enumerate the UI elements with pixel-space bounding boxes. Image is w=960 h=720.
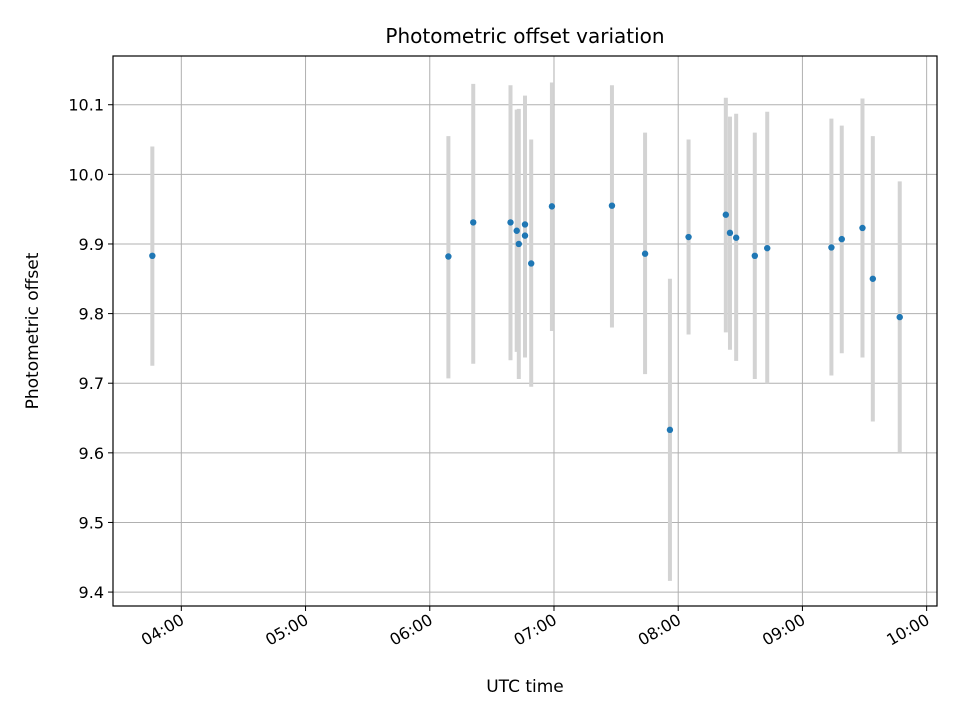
data-point [859, 224, 866, 232]
data-point [828, 244, 835, 251]
data-point [764, 244, 771, 252]
data-point [666, 426, 674, 434]
y-tick-label: 9.4 [79, 583, 104, 602]
x-axis-label: UTC time [486, 677, 564, 697]
data-point [722, 211, 730, 218]
data-point [685, 233, 692, 241]
data-point [641, 250, 649, 257]
y-tick-label: 9.5 [79, 513, 104, 532]
y-tick-label: 10.0 [68, 165, 104, 184]
data-point [507, 219, 514, 226]
data-point [838, 235, 845, 243]
data-points [149, 202, 903, 434]
data-point [751, 252, 759, 260]
data-point [521, 221, 529, 228]
y-axis-ticks: 9.4 9.5 9.6 9.7 9.8 9.9 10.0 10.1 [68, 96, 113, 602]
data-point [732, 234, 740, 241]
y-tick-label: 9.7 [79, 374, 104, 393]
data-point [548, 203, 556, 210]
y-tick-label: 9.9 [79, 235, 104, 254]
data-point [521, 232, 529, 239]
chart-title: Photometric offset variation [385, 24, 664, 48]
data-point [608, 202, 616, 209]
data-point [515, 240, 522, 248]
data-point [726, 229, 734, 237]
y-tick-label: 9.6 [79, 444, 104, 463]
data-point [896, 313, 903, 321]
data-point [445, 253, 452, 260]
plot-frame [112, 55, 938, 607]
data-point [528, 260, 535, 267]
y-axis-label: Photometric offset [23, 252, 43, 409]
data-point [470, 219, 477, 226]
y-tick-label: 9.8 [79, 305, 104, 324]
data-point [869, 275, 877, 282]
y-tick-label: 10.1 [68, 96, 104, 115]
data-point [513, 227, 520, 234]
data-point [149, 252, 156, 260]
